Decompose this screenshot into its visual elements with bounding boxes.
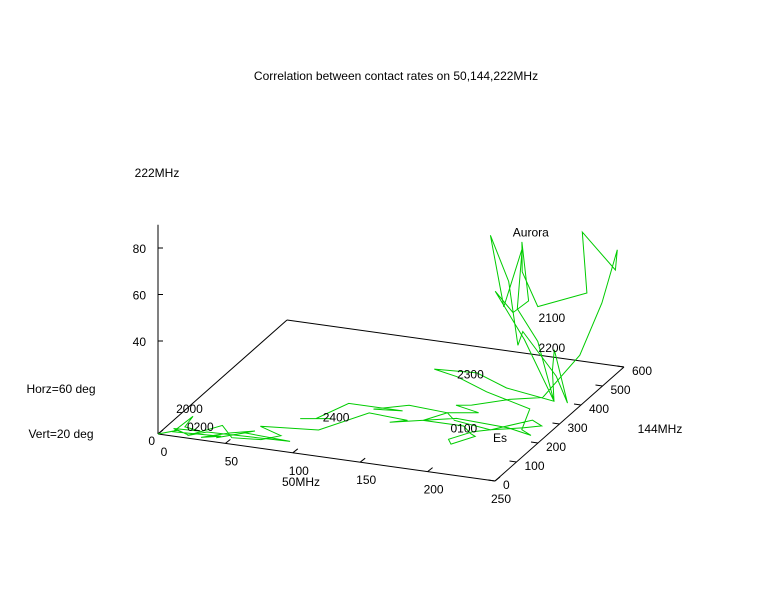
y-tick-mark: [595, 384, 603, 387]
y-tick-mark: [530, 441, 539, 444]
annotation-label: Aurora: [513, 225, 549, 239]
y-axis-line: [157, 319, 288, 435]
view-vertical-angle: Vert=20 deg: [28, 427, 93, 441]
annotations: Aurora Es 2000 0200 2400 2300 2100 2200 0100: [176, 225, 565, 445]
x-tick-mark: [225, 439, 231, 444]
annotation-label: Es: [493, 431, 507, 445]
back-x-edge: [286, 319, 625, 368]
axis-ticks: 0501001502002500100200300400500600406080…: [133, 242, 653, 506]
view-horizontal-angle: Horz=60 deg: [26, 382, 95, 396]
z-tick-label: 40: [133, 335, 147, 349]
x-axis-line: [157, 433, 496, 482]
x-tick-mark: [292, 448, 299, 454]
annotation-label: 2000: [176, 402, 203, 416]
annotation-label: 2400: [323, 410, 350, 424]
y-tick-label: 600: [632, 364, 652, 378]
y-tick-mark: [573, 403, 582, 406]
x-tick-mark: [359, 457, 366, 463]
y-tick-label: 400: [589, 402, 609, 416]
z-tick-label: 80: [133, 242, 147, 256]
z-tick-label: 60: [133, 289, 147, 303]
y-tick-label: 100: [525, 459, 545, 473]
annotation-label: 0200: [187, 420, 214, 434]
annotation-label: 2200: [539, 341, 566, 355]
x-tick-mark: [494, 476, 501, 482]
x-tick-label: 250: [491, 492, 511, 506]
x-tick-label: 50: [225, 454, 239, 468]
z-axis-label: 222MHz: [135, 166, 180, 180]
y-axis-label: 144MHz: [638, 422, 683, 436]
y-tick-label: 300: [568, 421, 588, 435]
y-tick-mark: [487, 479, 496, 482]
x-tick-mark: [427, 467, 433, 472]
annotation-label: 2100: [539, 311, 566, 325]
x-tick-label: 150: [356, 473, 376, 487]
y-tick-label: 0: [503, 478, 510, 492]
origin-tick-label: 0: [148, 434, 155, 448]
data-series: [157, 230, 618, 445]
series-line-0: [157, 230, 618, 445]
y-tick-mark: [552, 422, 560, 425]
y-tick-mark: [509, 460, 517, 463]
y-tick-mark: [616, 365, 625, 368]
y-tick-label: 200: [546, 440, 566, 454]
x-tick-label: 200: [424, 483, 444, 497]
y-tick-label: 500: [611, 383, 631, 397]
x-tick-label: 100: [289, 464, 309, 478]
annotation-label: 2300: [457, 368, 484, 382]
x-tick-label: 0: [161, 445, 168, 459]
x-axis-label: 50MHz: [282, 475, 320, 489]
annotation-label: 0100: [451, 422, 478, 436]
chart-title: Correlation between contact rates on 50,…: [254, 69, 538, 83]
